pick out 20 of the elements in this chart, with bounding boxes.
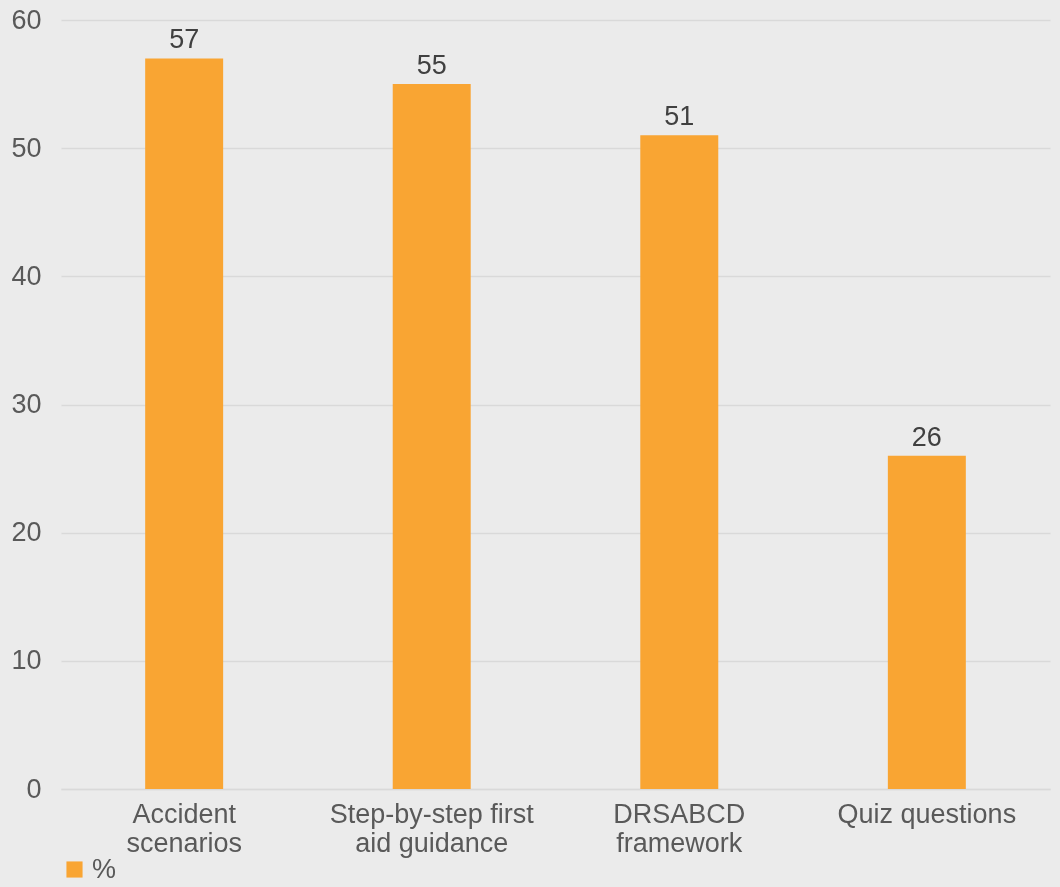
data-label: 51 [664, 101, 695, 132]
x-tick-label: Quiz questions [837, 798, 1017, 829]
bar [392, 84, 471, 789]
data-label: 55 [416, 50, 447, 81]
bar [887, 455, 966, 789]
y-tick-label: 50 [11, 132, 42, 163]
legend-label: % [92, 853, 117, 884]
y-tick-label: 60 [11, 4, 42, 35]
y-tick-label: 30 [11, 389, 42, 419]
x-tick-label: Step-by-step first aid guidance [329, 798, 535, 858]
data-label: 26 [911, 421, 942, 452]
bar [145, 58, 224, 789]
y-tick-label: 0 [26, 773, 42, 804]
x-tick-label: DRSABCD framework [613, 798, 746, 858]
bar [640, 135, 719, 789]
y-tick-label: 10 [11, 645, 42, 676]
x-tick-label: Accident scenarios [126, 798, 242, 858]
y-tick-label: 20 [11, 517, 42, 548]
y-tick-label: 40 [11, 260, 42, 291]
data-label: 57 [169, 24, 200, 55]
